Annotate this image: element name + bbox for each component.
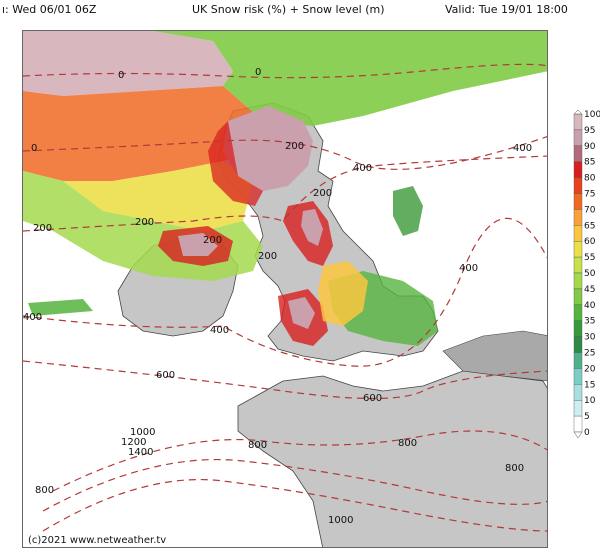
legend-tick-label: 40: [584, 301, 596, 311]
legend-swatch: [573, 161, 583, 178]
snow-level-label: 1000: [328, 515, 353, 526]
run-time-label: ı: Wed 06/01 06Z: [2, 3, 97, 16]
legend-arrow-top: [573, 110, 583, 115]
snow-risk-orange-band: [23, 86, 263, 181]
legend-swatch: [573, 225, 583, 242]
legend-tick-label: 30: [584, 333, 596, 343]
legend-swatch: [573, 272, 583, 290]
legend-swatch: [573, 320, 583, 337]
legend-tick-label: 70: [584, 205, 596, 215]
snow-risk-yellow-band: [63, 161, 253, 231]
snow-risk-north-sea-patch: [393, 186, 423, 236]
snow-level-label: 400: [23, 312, 42, 323]
snow-level-label: 800: [248, 440, 267, 451]
france-landmass: [237, 370, 547, 547]
snow-risk-scotland-high: [223, 106, 313, 191]
legend-swatch: [573, 177, 583, 194]
snow-level-label: 200: [285, 141, 304, 152]
map-title: UK Snow risk (%) + Snow level (m): [192, 3, 385, 16]
legend-tick-label: 0: [584, 428, 590, 438]
legend-swatch: [573, 384, 583, 401]
legend-tick-label: 65: [584, 221, 595, 231]
snow-level-label: 600: [363, 393, 382, 404]
legend-tick-label: 100: [584, 110, 600, 120]
legend-tick-label: 90: [584, 142, 596, 152]
legend-tick-label: 5: [584, 412, 590, 422]
legend-tick-label: 20: [584, 364, 596, 374]
legend-tick-label: 45: [584, 285, 595, 295]
snow-risk-legend: 1009590858075706560555045403530252015105…: [573, 110, 600, 439]
legend-swatch: [573, 400, 583, 417]
legend-tick-label: 95: [584, 126, 595, 136]
snow-level-label: 200: [135, 217, 154, 228]
legend-swatch: [573, 368, 583, 385]
legend-tick-label: 10: [584, 396, 596, 406]
legend-swatch: [573, 113, 583, 131]
snow-level-label: 1000: [130, 427, 155, 438]
snow-risk-pennines-pink: [301, 209, 323, 246]
snow-level-label: 0: [118, 70, 124, 81]
snow-level-label: 200: [258, 251, 277, 262]
legend-swatch: [573, 352, 583, 369]
snow-level-label: 200: [313, 188, 332, 199]
legend-swatch: [573, 288, 583, 305]
legend-tick-label: 75: [584, 190, 595, 200]
legend-swatch: [573, 129, 583, 146]
snow-level-label: 400: [459, 263, 478, 274]
snow-level-label: 0: [255, 67, 261, 78]
snow-risk-green-band-north: [153, 31, 547, 126]
snow-risk-england-yellow: [318, 261, 368, 326]
legend-swatch: [573, 145, 583, 162]
legend-swatch: [573, 256, 583, 274]
snow-risk-wales-pink: [288, 297, 315, 329]
snow-level-label: 400: [513, 143, 532, 154]
benelux-landmass: [442, 330, 547, 382]
legend-arrow-bottom: [573, 431, 583, 439]
snow-risk-scotland-red: [208, 121, 263, 206]
snow-level-label: 800: [505, 463, 524, 474]
snow-level-label: 600: [156, 370, 175, 381]
snow-risk-ireland-pink: [178, 233, 218, 256]
legend-swatch: [573, 415, 583, 433]
legend-tick-label: 35: [584, 317, 595, 327]
legend-swatch: [573, 193, 583, 210]
legend-tick-label: 80: [584, 174, 596, 184]
snow-level-label: 200: [203, 235, 222, 246]
snow-level-label: 800: [35, 485, 54, 496]
legend-tick-label: 25: [584, 349, 595, 359]
map-canvas: 0 0 0 200 200 200 200 200 200 400 400 40…: [23, 31, 547, 547]
snow-level-label: 200: [33, 223, 52, 234]
legend-tick-label: 50: [584, 269, 596, 279]
map-header: ı: Wed 06/01 06Z UK Snow risk (%) + Snow…: [0, 0, 600, 22]
snow-level-label: 1200: [121, 437, 146, 448]
legend-tick-label: 55: [584, 253, 595, 263]
valid-time-label: Valid: Tue 19/01 18:00: [445, 3, 568, 16]
snow-level-label: 400: [353, 163, 372, 174]
legend-swatch: [573, 336, 583, 353]
copyright-notice: (c)2021 www.netweather.tv: [28, 535, 167, 546]
legend-swatch: [573, 209, 583, 226]
snow-level-label: 0: [31, 143, 37, 154]
snow-risk-map: 0 0 0 200 200 200 200 200 200 400 400 40…: [22, 30, 548, 548]
snow-risk-atlantic-patch: [28, 299, 93, 316]
snow-level-label: 400: [210, 325, 229, 336]
snow-level-label: 1400: [128, 447, 153, 458]
legend-tick-label: 60: [584, 237, 596, 247]
legend-swatch: [573, 240, 583, 258]
snow-level-label: 800: [398, 438, 417, 449]
legend-tick-label: 85: [584, 158, 595, 168]
snow-risk-high-north: [23, 31, 233, 96]
legend-tick-label: 15: [584, 380, 595, 390]
legend-swatch: [573, 304, 583, 321]
snow-level-contours: [23, 63, 547, 532]
